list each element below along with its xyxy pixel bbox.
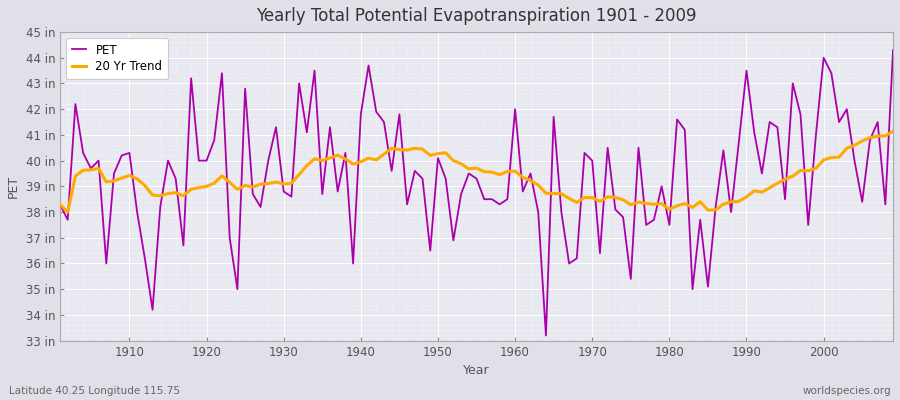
PET	[541, 333, 552, 338]
PET	[610, 207, 621, 212]
20 Yr Trend	[62, 210, 73, 214]
Title: Yearly Total Potential Evapotranspiration 1901 - 2009: Yearly Total Potential Evapotranspiratio…	[256, 7, 697, 25]
20 Yr Trend	[293, 172, 304, 177]
PET	[502, 197, 513, 202]
20 Yr Trend	[124, 173, 135, 178]
Line: PET: PET	[60, 50, 893, 336]
PET	[55, 202, 66, 207]
20 Yr Trend	[887, 129, 898, 134]
Line: 20 Yr Trend: 20 Yr Trend	[60, 131, 893, 212]
20 Yr Trend	[340, 156, 351, 161]
20 Yr Trend	[610, 195, 621, 200]
PET	[509, 107, 520, 112]
Text: Latitude 40.25 Longitude 115.75: Latitude 40.25 Longitude 115.75	[9, 386, 180, 396]
PET	[116, 153, 127, 158]
Y-axis label: PET: PET	[7, 175, 20, 198]
Legend: PET, 20 Yr Trend: PET, 20 Yr Trend	[66, 38, 168, 79]
Text: worldspecies.org: worldspecies.org	[803, 386, 891, 396]
20 Yr Trend	[518, 175, 528, 180]
X-axis label: Year: Year	[464, 364, 490, 377]
20 Yr Trend	[55, 202, 66, 207]
PET	[887, 48, 898, 52]
20 Yr Trend	[509, 169, 520, 174]
PET	[286, 194, 297, 199]
PET	[332, 189, 343, 194]
